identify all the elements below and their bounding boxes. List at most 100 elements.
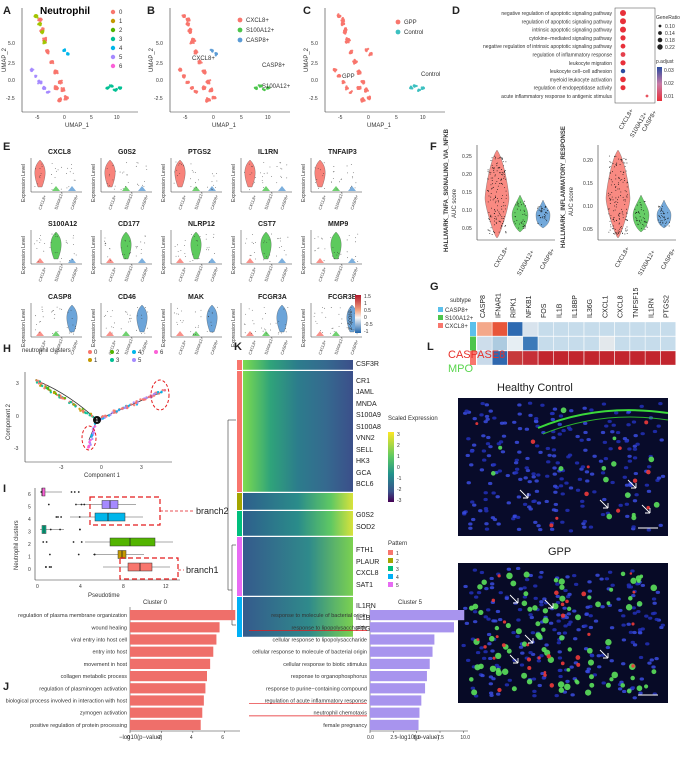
- violin-point: [624, 177, 625, 179]
- violin-point: [659, 206, 661, 208]
- violin-point: [488, 171, 490, 173]
- violin-point: [244, 171, 246, 173]
- violin-point: [521, 222, 523, 224]
- violin-point: [634, 208, 636, 210]
- violin-group-label: S100A12+: [123, 190, 134, 210]
- nucleus: [489, 586, 495, 590]
- violin-point: [211, 173, 213, 175]
- violin-point: [270, 233, 272, 235]
- panel-b-xtick: 0: [212, 115, 215, 121]
- nucleus: [556, 613, 561, 617]
- stain-label-mpo: MPO: [448, 363, 474, 375]
- violin-point: [266, 172, 268, 174]
- nucleus: [624, 483, 630, 487]
- violin-shape: [138, 186, 146, 191]
- violin-point: [501, 197, 503, 199]
- panel-l-letter: L: [427, 341, 434, 353]
- mpo-positive-cell: [606, 601, 611, 606]
- violin-point: [67, 242, 68, 244]
- legend-dot: [110, 18, 116, 24]
- nucleus: [472, 503, 477, 507]
- violin-point: [622, 171, 624, 173]
- pattern-annotation: [237, 371, 242, 492]
- trajectory-cell: [156, 390, 160, 394]
- violin-point: [324, 248, 326, 250]
- violin-point: [198, 325, 199, 327]
- boxplot-outlier: [77, 553, 80, 556]
- panel-f-ytick: 0.05: [583, 227, 593, 233]
- violin-point: [490, 172, 492, 174]
- violin-point: [176, 169, 178, 171]
- violin-point: [498, 221, 500, 222]
- mpo-positive-cell: [601, 465, 607, 471]
- nucleus: [647, 616, 653, 620]
- violin-point: [516, 208, 518, 210]
- violin-group-label: S100A12+: [193, 190, 204, 210]
- nucleus: [478, 509, 483, 513]
- cluster5-xlabel: −log10(p−value): [396, 735, 439, 741]
- violin-point: [179, 163, 181, 164]
- panel-i-letter: I: [3, 483, 6, 495]
- panel-k-scale-title: Scaled Expression: [388, 416, 438, 422]
- violin-point: [490, 214, 492, 216]
- violin-group-label: CXCL8+: [177, 194, 187, 211]
- violin-group-label: CASP8+: [69, 193, 79, 210]
- nucleus: [480, 401, 485, 406]
- nucleus: [465, 453, 470, 458]
- umap-point: [61, 89, 65, 92]
- violin-ylabel: Expression Level: [91, 164, 97, 202]
- zscore-tick: 0: [364, 315, 367, 321]
- violin-gene-title: CST7: [258, 221, 276, 228]
- violin-point: [280, 237, 281, 239]
- mpo-positive-cell: [489, 665, 497, 673]
- violin-point: [195, 334, 197, 335]
- nucleus: [486, 608, 491, 612]
- mpo-positive-cell: [515, 628, 522, 635]
- violin-point: [644, 228, 646, 230]
- heatmap-gene-label: NFKB1: [526, 295, 533, 318]
- violin-point: [494, 231, 496, 233]
- caspase8-positive-cell: [491, 598, 496, 603]
- zscore-tick: 1: [364, 301, 367, 307]
- scale-tick: 3: [397, 432, 400, 438]
- violin-point: [251, 309, 253, 311]
- legend-label: CXCL8+: [445, 324, 468, 330]
- violin-point: [545, 215, 546, 217]
- nucleus: [556, 619, 561, 623]
- violin-group-label: CASP8+: [279, 193, 289, 210]
- nucleus: [484, 527, 490, 531]
- cluster-tick-label: 4: [28, 517, 31, 523]
- violin-point: [499, 166, 501, 168]
- pattern-annotation: [237, 493, 242, 510]
- branch-point-label: 1: [96, 418, 99, 424]
- violin-point: [140, 253, 142, 255]
- umap-point: [254, 87, 257, 90]
- nucleus: [567, 453, 573, 457]
- scale-tick: 1: [397, 454, 400, 460]
- violin-point: [322, 175, 324, 177]
- umap-point: [206, 80, 209, 83]
- violin-point: [127, 313, 128, 315]
- violin-point: [618, 232, 620, 234]
- nucleus: [468, 526, 473, 530]
- violin-point: [111, 326, 113, 328]
- trajectory-cell: [124, 406, 127, 409]
- trajectory-cell: [132, 401, 135, 404]
- violin-point: [145, 165, 147, 167]
- boxplot-outlier: [59, 528, 61, 531]
- violin-point: [333, 166, 335, 167]
- legend-label: 3: [119, 37, 123, 43]
- violin-point: [627, 181, 628, 183]
- violin-point: [72, 235, 74, 237]
- violin-point: [614, 183, 616, 185]
- violin-point: [182, 320, 184, 322]
- trajectory-cell: [139, 398, 142, 401]
- nucleus: [530, 631, 536, 635]
- nucleus: [564, 481, 569, 485]
- violin-gene-title: FCGR3B: [328, 294, 357, 301]
- term-label: collagen metabolic process: [61, 674, 128, 680]
- violin-point: [211, 331, 213, 333]
- violin-point: [61, 166, 62, 168]
- violin-point: [190, 331, 192, 333]
